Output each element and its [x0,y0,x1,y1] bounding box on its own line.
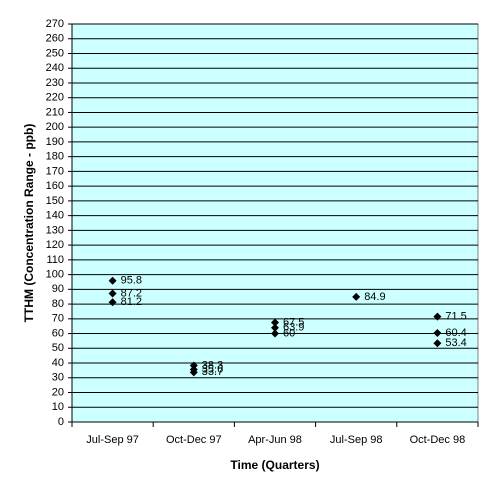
point [433,328,442,337]
point [108,298,117,307]
y-tick-label: 260 [46,33,64,45]
x-tick-label: Jul-Sep 97 [86,434,139,446]
data-label: 95.8 [121,275,142,287]
y-tick-label: 120 [46,239,64,251]
data-label: 60.4 [445,327,466,339]
data-label: 71.5 [445,311,466,323]
point [108,276,117,285]
y-tick-label: 240 [46,62,64,74]
point [433,339,442,348]
x-axis-title: Time (Quarters) [230,458,319,472]
y-tick-label: 230 [46,77,64,89]
point [433,312,442,321]
y-tick-label: 210 [46,106,64,118]
y-tick-label: 60 [52,327,64,339]
y-tick-label: 140 [46,210,64,222]
y-tick-label: 80 [52,298,64,310]
x-tick-label: Oct-Dec 98 [410,434,466,446]
x-tick-label: Oct-Dec 97 [166,434,222,446]
data-label: 53.4 [445,337,466,349]
point [271,323,279,332]
point [189,368,198,377]
y-tick-label: 180 [46,151,64,163]
y-tick-label: 160 [46,180,64,192]
data-label: 38.3 [202,359,223,371]
data-label: 67.5 [283,316,304,328]
point [271,318,279,327]
plot-area [71,23,479,423]
y-tick-label: 170 [46,165,64,177]
y-tick-label: 130 [46,224,64,236]
y-tick-label: 0 [58,416,64,428]
y-tick-label: 220 [46,92,64,104]
data-label: 35.6 [202,363,223,375]
y-tick-label: 90 [52,283,64,295]
point [108,289,117,298]
data-label: 84.9 [364,291,385,303]
y-tick-label: 20 [52,386,64,398]
y-tick-label: 30 [52,372,64,384]
y-tick-label: 190 [46,136,64,148]
data-label: 81.2 [121,296,142,308]
y-tick-label: 200 [46,121,64,133]
y-tick-label: 250 [46,47,64,59]
y-tick-label: 70 [52,313,64,325]
x-tick-label: Jul-Sep 98 [330,434,383,446]
point [271,329,279,338]
y-tick-label: 10 [52,401,64,413]
y-tick-label: 40 [52,357,64,369]
y-tick-label: 100 [46,268,64,280]
y-tick-label: 150 [46,195,64,207]
point [352,292,361,301]
data-label: 60 [283,327,295,339]
y-tick-label: 110 [46,254,64,266]
data-label: 63.9 [283,322,304,334]
data-label: 87.2 [121,287,142,299]
y-tick-label: 50 [52,342,64,354]
y-axis-title: TTHM (Concentration Range - ppb) [22,124,36,323]
data-label: 33.7 [202,366,223,378]
y-tick-label: 270 [46,18,64,30]
x-tick-label: Apr-Jun 98 [248,434,302,446]
